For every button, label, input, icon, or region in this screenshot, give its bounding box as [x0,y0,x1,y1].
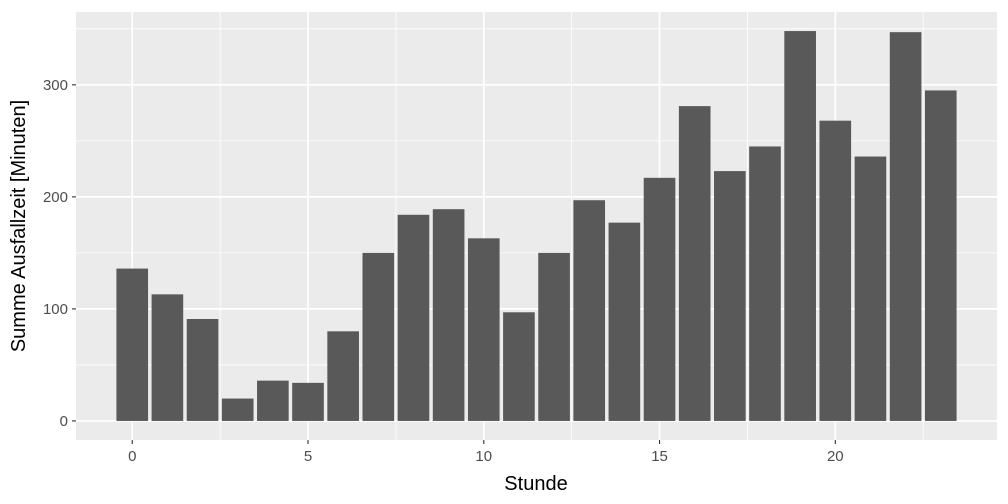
bars [116,31,957,421]
bar-hour-22 [889,32,922,421]
x-tick-label: 10 [475,448,492,465]
bar-hour-6 [327,331,359,421]
minor-gridlines [76,12,997,440]
x-axis: 0 5 10 15 20 [128,440,844,465]
bar-hour-20 [819,120,852,421]
x-tick-label: 15 [651,448,668,465]
bar-hour-12 [538,252,570,421]
bar-hour-11 [503,312,535,421]
bar-hour-16 [678,106,711,421]
y-tick-label: 100 [43,301,68,318]
y-tick-label: 300 [43,77,68,94]
bar-hour-5 [292,382,324,421]
bar-hour-9 [432,209,465,421]
x-axis-title: Stunde [504,473,567,495]
x-tick-label: 0 [128,448,136,465]
bar-hour-0 [116,268,149,421]
bar-hour-21 [854,156,887,421]
bar-hour-18 [749,146,781,421]
bar-hour-10 [467,238,500,421]
bar-hour-7 [362,252,395,421]
x-tick-label: 5 [304,448,312,465]
y-tick-label: 200 [43,189,68,206]
bar-hour-17 [714,171,746,421]
y-axis-title: Summe Ausfallzeit [Minuten] [8,100,30,352]
bar-hour-13 [573,200,606,421]
bar-hour-23 [924,90,957,421]
y-tick-label: 0 [60,413,68,430]
bar-hour-2 [186,318,219,421]
x-tick-label: 20 [827,448,844,465]
bar-hour-3 [221,398,254,421]
bar-hour-1 [151,294,184,421]
bar-hour-8 [397,214,430,421]
y-axis: 0 100 200 300 [43,77,76,430]
bar-hour-14 [608,222,641,421]
bar-hour-15 [643,177,676,421]
bar-hour-4 [257,380,289,421]
bar-hour-19 [784,31,816,421]
